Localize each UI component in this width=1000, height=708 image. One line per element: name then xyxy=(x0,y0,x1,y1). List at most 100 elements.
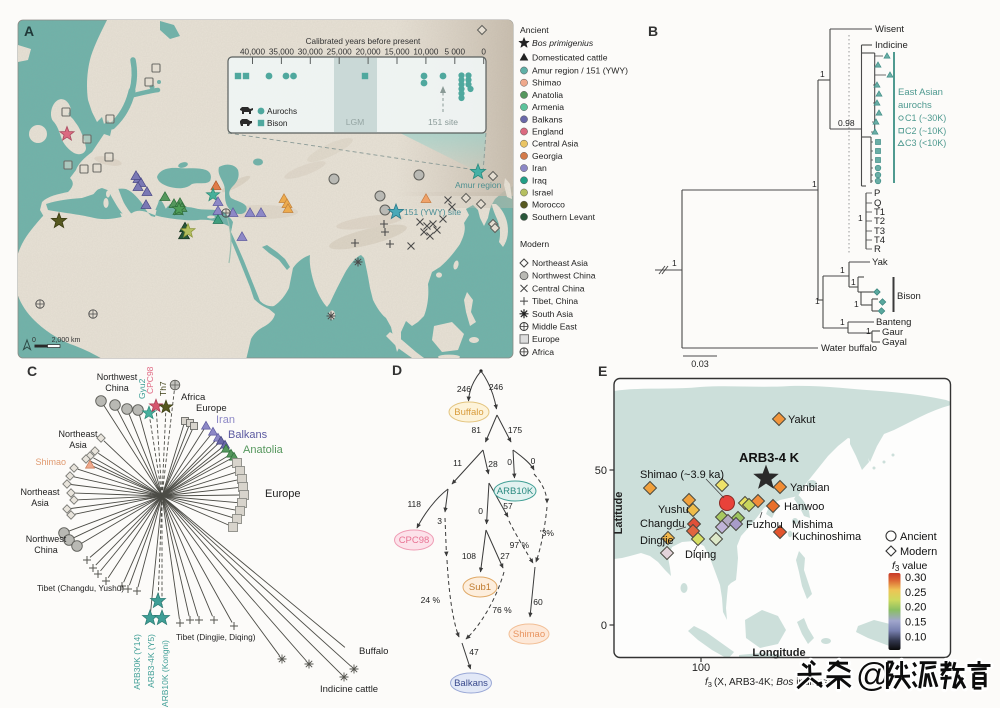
svg-text:C: C xyxy=(27,363,37,379)
svg-text:1: 1 xyxy=(820,69,825,79)
svg-text:Shimao: Shimao xyxy=(532,78,561,88)
svg-text:Iran: Iran xyxy=(216,414,235,426)
svg-text:Longitude: Longitude xyxy=(752,647,805,659)
svg-text:50: 50 xyxy=(595,465,607,477)
svg-text:CPC98: CPC98 xyxy=(399,535,430,546)
svg-text:East Asian: East Asian xyxy=(898,87,943,98)
svg-text:Latitude: Latitude xyxy=(613,492,625,535)
svg-text:E: E xyxy=(598,363,607,379)
svg-text:D: D xyxy=(392,362,402,378)
svg-text:Europe: Europe xyxy=(532,334,560,344)
svg-text:Balkans: Balkans xyxy=(532,114,563,124)
svg-text:A: A xyxy=(24,23,34,39)
svg-text:76 %: 76 % xyxy=(492,605,512,615)
svg-text:Yushu: Yushu xyxy=(658,504,689,516)
svg-text:Ancient: Ancient xyxy=(520,25,549,35)
svg-text:0.15: 0.15 xyxy=(905,617,926,629)
svg-text:47: 47 xyxy=(469,647,479,657)
svg-text:China: China xyxy=(105,383,129,393)
svg-text:1: 1 xyxy=(812,179,817,189)
svg-text:China: China xyxy=(34,545,58,555)
svg-text:LGM: LGM xyxy=(346,117,365,127)
svg-text:1: 1 xyxy=(866,326,871,336)
svg-text:ARB10K (Kongni): ARB10K (Kongni) xyxy=(160,640,170,707)
svg-text:Africa: Africa xyxy=(532,347,554,357)
svg-text:England: England xyxy=(532,127,564,137)
svg-text:Th7: Th7 xyxy=(158,381,168,396)
svg-text:0.98: 0.98 xyxy=(838,118,855,128)
svg-text:Banteng: Banteng xyxy=(876,317,911,328)
svg-text:CPC98: CPC98 xyxy=(145,366,155,394)
svg-text:P: P xyxy=(874,188,880,199)
svg-text:Armenia: Armenia xyxy=(532,102,564,112)
svg-text:T3: T3 xyxy=(874,226,885,237)
svg-text:Dingjie: Dingjie xyxy=(640,535,674,547)
svg-text:Mishima: Mishima xyxy=(792,519,834,531)
svg-text:Sub1: Sub1 xyxy=(469,582,491,593)
svg-text:Wisent: Wisent xyxy=(875,24,904,35)
svg-text:C3 (<10K): C3 (<10K) xyxy=(905,138,946,148)
svg-text:151 site: 151 site xyxy=(428,117,458,127)
svg-text:0.25: 0.25 xyxy=(905,587,926,599)
svg-text:Europe: Europe xyxy=(265,488,300,500)
svg-text:25,000: 25,000 xyxy=(327,48,352,57)
svg-text:Changdu: Changdu xyxy=(640,518,685,530)
svg-text:10,000: 10,000 xyxy=(413,48,438,57)
svg-text:B: B xyxy=(648,23,658,39)
svg-text:151 (YWY) site: 151 (YWY) site xyxy=(404,207,461,217)
svg-text:'3%: '3% xyxy=(540,528,554,538)
svg-text:Northeast: Northeast xyxy=(58,429,98,439)
svg-text:Yak: Yak xyxy=(872,257,888,268)
svg-text:0: 0 xyxy=(507,457,512,467)
svg-text:Israel: Israel xyxy=(532,188,553,198)
svg-text:Balkans: Balkans xyxy=(454,678,488,689)
svg-text:Amur region / 151 (YWY): Amur region / 151 (YWY) xyxy=(532,66,628,76)
svg-text:Northwest China: Northwest China xyxy=(532,271,596,281)
svg-text:27: 27 xyxy=(500,551,510,561)
svg-text:28: 28 xyxy=(488,459,498,469)
svg-text:Africa: Africa xyxy=(181,392,206,403)
svg-text:Kuchinoshima: Kuchinoshima xyxy=(792,531,862,543)
svg-text:Ancient: Ancient xyxy=(900,531,937,543)
svg-text:0: 0 xyxy=(601,620,607,632)
svg-text:R: R xyxy=(874,244,881,255)
svg-text:Shimao: Shimao xyxy=(35,457,66,467)
svg-text:1: 1 xyxy=(815,296,820,306)
svg-text:Tibet (Changdu, Yushu): Tibet (Changdu, Yushu) xyxy=(37,583,124,593)
svg-text:Yakut: Yakut xyxy=(788,414,815,426)
svg-text:C2 (~10K): C2 (~10K) xyxy=(905,126,946,136)
svg-text:Hanwoo: Hanwoo xyxy=(784,501,824,513)
svg-text:South Asia: South Asia xyxy=(532,309,573,319)
svg-text:Anatolia: Anatolia xyxy=(243,444,284,456)
svg-text:57: 57 xyxy=(503,501,513,511)
svg-text:0.20: 0.20 xyxy=(905,602,926,614)
svg-text:ARB30K (Y14): ARB30K (Y14) xyxy=(132,634,142,690)
svg-text:Gaur: Gaur xyxy=(882,327,903,338)
svg-text:Indicine: Indicine xyxy=(875,40,908,51)
svg-text:C1 (~30K): C1 (~30K) xyxy=(905,113,946,123)
svg-text:Domesticated cattle: Domesticated cattle xyxy=(532,53,608,63)
svg-text:1: 1 xyxy=(854,299,859,309)
svg-text:Northwest: Northwest xyxy=(97,372,138,382)
svg-text:Asia: Asia xyxy=(69,440,87,450)
svg-text:Modern: Modern xyxy=(900,546,937,558)
svg-text:Tibet (Dingjie, Diqing): Tibet (Dingjie, Diqing) xyxy=(176,632,256,642)
svg-text:Anatolia: Anatolia xyxy=(532,90,563,100)
svg-text:Morocco: Morocco xyxy=(532,200,565,210)
svg-text:0.10: 0.10 xyxy=(905,632,926,644)
svg-text:30,000: 30,000 xyxy=(298,48,323,57)
svg-text:Diqing: Diqing xyxy=(685,549,716,561)
svg-text:Europe: Europe xyxy=(196,403,227,414)
svg-text:0: 0 xyxy=(531,456,536,466)
svg-text:97 %: 97 % xyxy=(510,540,530,550)
svg-text:1: 1 xyxy=(858,213,863,223)
svg-text:Indicine cattle: Indicine cattle xyxy=(320,684,378,695)
svg-text:Yanbian: Yanbian xyxy=(790,482,830,494)
svg-text:Bison: Bison xyxy=(897,291,921,302)
svg-text:0: 0 xyxy=(478,506,483,516)
svg-text:24 %: 24 % xyxy=(421,595,441,605)
svg-text:Modern: Modern xyxy=(520,239,549,249)
svg-text:0: 0 xyxy=(32,337,36,344)
svg-text:Balkans: Balkans xyxy=(228,429,268,441)
svg-text:Q: Q xyxy=(874,198,881,209)
